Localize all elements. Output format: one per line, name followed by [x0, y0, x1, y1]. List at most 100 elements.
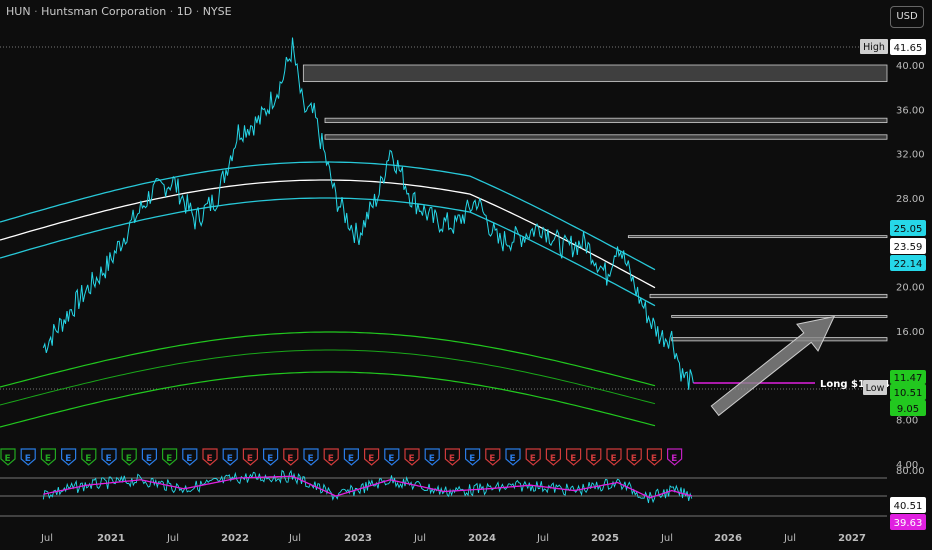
- price-tag-bg: [890, 497, 926, 513]
- earnings-marker: [101, 448, 117, 466]
- earnings-marker-label: E: [429, 454, 435, 464]
- time-tick-label: Jul: [413, 533, 426, 544]
- earnings-marker-label: E: [510, 454, 516, 464]
- exchange: NYSE: [202, 5, 232, 18]
- earnings-marker: [263, 448, 279, 466]
- rsi-line: [42, 469, 693, 504]
- earnings-marker: [162, 448, 178, 466]
- earnings-marker: [606, 448, 622, 466]
- high-label: High: [863, 42, 885, 53]
- interval: 1D: [176, 5, 193, 18]
- earnings-marker: [626, 448, 642, 466]
- time-tick-label: 2023: [344, 533, 372, 544]
- earnings-marker: [364, 448, 380, 466]
- currency-button[interactable]: USD: [890, 6, 924, 28]
- lower-cyan-band: [0, 197, 656, 307]
- earnings-marker: [222, 448, 238, 466]
- earnings-marker: [141, 448, 157, 466]
- earnings-marker: [202, 448, 218, 466]
- price-tag: 39.63: [894, 518, 923, 529]
- earnings-marker: [61, 448, 77, 466]
- price-tag-bg: [890, 238, 926, 254]
- earnings-marker: [40, 448, 56, 466]
- earnings-marker: [242, 448, 258, 466]
- earnings-marker: [303, 448, 319, 466]
- earnings-marker-label: E: [65, 454, 71, 464]
- time-tick-label: 2027: [838, 533, 866, 544]
- time-tick-label: Jul: [288, 533, 301, 544]
- earnings-marker-label: E: [126, 454, 132, 464]
- earnings-marker-label: E: [25, 454, 31, 464]
- earnings-marker-label: E: [85, 454, 91, 464]
- price-tag: 10.51: [894, 388, 923, 399]
- upper-green-band: [0, 331, 656, 388]
- earnings-marker: [323, 448, 339, 466]
- earnings-marker: [404, 448, 420, 466]
- high-value-tag-bg: [890, 39, 926, 55]
- lower-partial-tag-bg: [890, 370, 926, 384]
- earnings-marker-label: E: [469, 454, 475, 464]
- price-tag: 40.51: [894, 501, 923, 512]
- price-tag-bg: [890, 514, 926, 530]
- price-tick-label: 36.00: [896, 105, 925, 116]
- earnings-marker-label: E: [368, 454, 374, 464]
- time-tick-label: 2022: [221, 533, 249, 544]
- price-tag: 9.05: [897, 404, 919, 415]
- time-tick-label: 2024: [468, 533, 496, 544]
- earnings-marker: [0, 448, 16, 466]
- earnings-marker: [505, 448, 521, 466]
- time-tick-label: Jul: [536, 533, 549, 544]
- earnings-marker-label: E: [671, 454, 677, 464]
- price-tag-bg: [890, 255, 926, 271]
- earnings-marker-label: E: [530, 454, 536, 464]
- price-tick-label: 16.00: [896, 327, 925, 338]
- earnings-marker: [81, 448, 97, 466]
- support-resistance-zone: [649, 293, 888, 299]
- earnings-marker: [667, 448, 683, 466]
- earnings-marker: [343, 448, 359, 466]
- earnings-marker-label: E: [166, 454, 172, 464]
- earnings-marker-label: E: [651, 454, 657, 464]
- time-tick-label: 2021: [97, 533, 125, 544]
- lower-green-band: [0, 371, 656, 428]
- earnings-marker-label: E: [631, 454, 637, 464]
- earnings-marker-label: E: [409, 454, 415, 464]
- earnings-marker: [444, 448, 460, 466]
- chart-title: HUN · Huntsman Corporation · 1D · NYSE: [6, 5, 232, 18]
- earnings-marker-label: E: [227, 454, 233, 464]
- earnings-marker-label: E: [328, 454, 334, 464]
- support-resistance-zone: [324, 134, 888, 140]
- title-separator: ·: [34, 5, 38, 18]
- time-tick-label: Jul: [783, 533, 796, 544]
- earnings-marker-label: E: [5, 454, 11, 464]
- earnings-marker-label: E: [106, 454, 112, 464]
- price-tag: 23.59: [894, 242, 923, 253]
- price-tick-label: 4.00: [896, 460, 918, 471]
- earnings-marker: [566, 448, 582, 466]
- center-white-band: [0, 179, 656, 289]
- company-name: Huntsman Corporation: [41, 5, 167, 18]
- time-tick-label: Jul: [40, 533, 53, 544]
- support-resistance-zone: [324, 117, 888, 124]
- price-tag: 25.05: [894, 224, 923, 235]
- symbol: HUN: [6, 5, 31, 18]
- earnings-marker-label: E: [146, 454, 152, 464]
- time-tick-label: Jul: [660, 533, 673, 544]
- earnings-marker-label: E: [267, 454, 273, 464]
- price-tick-label: 20.00: [896, 283, 925, 294]
- support-resistance-zone: [671, 315, 888, 318]
- earnings-marker-label: E: [45, 454, 51, 464]
- earnings-marker-label: E: [287, 454, 293, 464]
- rsi-signal-line: [43, 475, 692, 499]
- low-label: Low: [866, 383, 885, 394]
- earnings-marker-label: E: [590, 454, 596, 464]
- earnings-marker: [525, 448, 541, 466]
- arrow-shape: [710, 315, 836, 417]
- time-tick-label: 2026: [714, 533, 742, 544]
- earnings-marker: [283, 448, 299, 466]
- earnings-marker: [485, 448, 501, 466]
- earnings-marker: [586, 448, 602, 466]
- earnings-marker-label: E: [348, 454, 354, 464]
- earnings-marker: [20, 448, 36, 466]
